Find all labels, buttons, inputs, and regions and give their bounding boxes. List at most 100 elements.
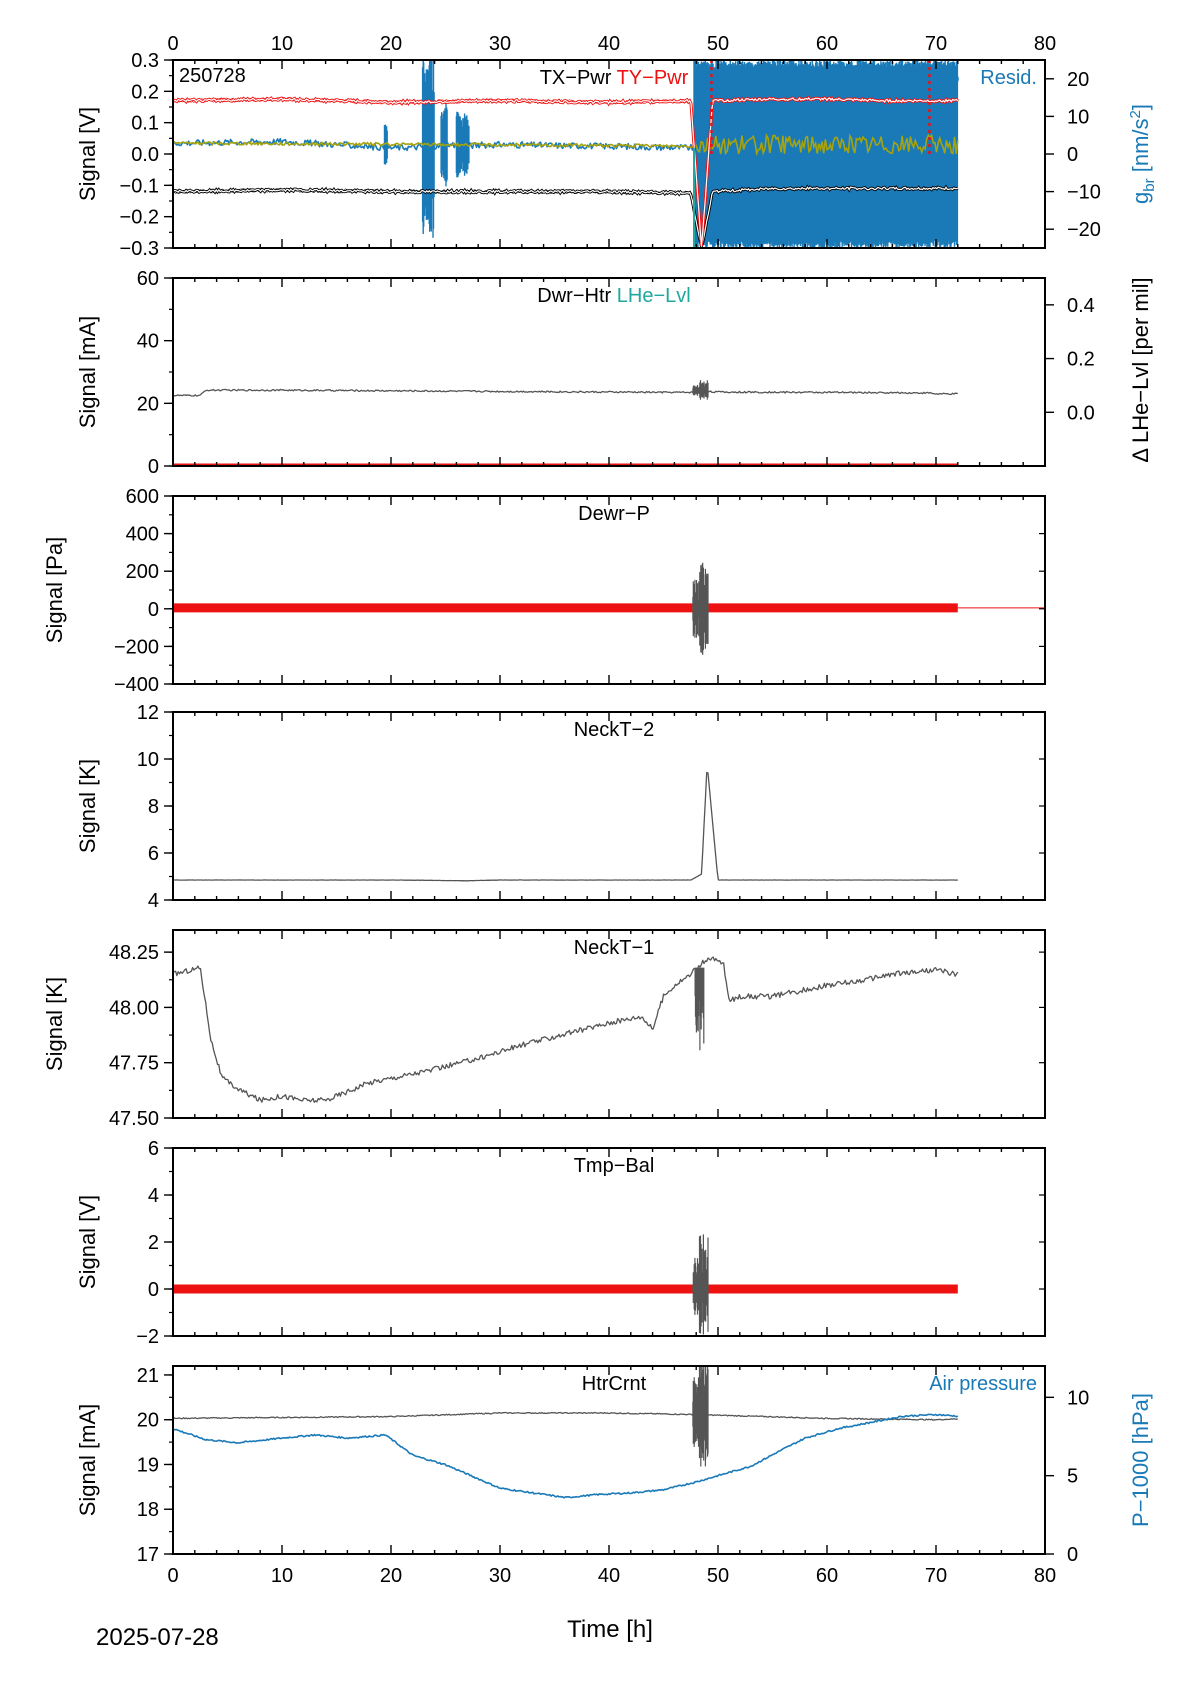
panel-legend: Air pressure xyxy=(929,1373,1037,1395)
y-axis-label: Signal [K] xyxy=(42,977,67,1071)
series-line-6-1 xyxy=(173,1413,959,1499)
x-axis-label: Time [h] xyxy=(567,1616,653,1643)
y-axis-label: Signal [K] xyxy=(75,759,100,853)
x-tick-label-top: 20 xyxy=(380,33,402,55)
y-tick-label: −0.3 xyxy=(120,238,159,260)
y2-tick-label: 0.2 xyxy=(1067,349,1095,371)
x-tick-label-top: 80 xyxy=(1034,33,1056,55)
panel-title: Dewr−P xyxy=(578,503,650,525)
x-tick-label-top: 70 xyxy=(925,33,947,55)
y2-tick-label: 10 xyxy=(1067,106,1089,128)
y-tick-label: 20 xyxy=(137,393,159,415)
y-tick-label: 17 xyxy=(137,1544,159,1566)
y-tick-label: 0 xyxy=(148,456,159,478)
panel-p7: 0 10 20 30 40 50 60 70 80 17 18 19 20 21 Signal [mA] 0 5… xyxy=(75,1365,1153,1587)
y2-tick-label: −20 xyxy=(1067,219,1101,241)
y-tick-label: 0.1 xyxy=(131,113,159,135)
x-tick-label-bottom: 70 xyxy=(925,1565,947,1587)
x-tick-label-top: 50 xyxy=(707,33,729,55)
y-tick-label: 21 xyxy=(137,1365,159,1387)
y2-axis-label: gbr [nm/s2] xyxy=(1127,104,1158,204)
y-tick-label: 47.50 xyxy=(109,1108,159,1130)
y2-tick-label: 0 xyxy=(1067,1544,1078,1566)
x-tick-label-top: 10 xyxy=(271,33,293,55)
legend-marker xyxy=(947,73,959,85)
panel-title: Dwr−Htr LHe−Lvl xyxy=(537,285,690,307)
y-tick-label: 600 xyxy=(126,486,159,508)
y-tick-label: 0.2 xyxy=(131,81,159,103)
y-tick-label: 60 xyxy=(137,268,159,290)
panels: 0 10 20 30 40 50 60 70 80−0.3−0.2−0.10.00.10.20.… xyxy=(42,33,1158,1587)
y-tick-label: −0.2 xyxy=(120,207,159,229)
y-tick-label: −0.1 xyxy=(120,175,159,197)
trace-front-center-1 xyxy=(173,96,959,246)
plot-area xyxy=(173,1366,959,1499)
y-tick-label: 0 xyxy=(148,1279,159,1301)
plot-area xyxy=(173,562,1045,655)
spike-burst xyxy=(694,967,705,1051)
x-tick-label-bottom: 20 xyxy=(380,1565,402,1587)
spike-burst xyxy=(692,562,709,655)
y-tick-label: 200 xyxy=(126,561,159,583)
panel-p5: 47.50 47.75 48.00 48.25 Signal [K] NeckT−1 xyxy=(42,929,1046,1130)
panel-corner-label: 250728 xyxy=(179,65,246,87)
x-tick-label-bottom: 0 xyxy=(167,1565,178,1587)
y-tick-label: 0.3 xyxy=(131,50,159,72)
y-tick-label: 20 xyxy=(137,1410,159,1432)
y2-tick-label: −10 xyxy=(1067,182,1101,204)
panel-p1: 0 10 20 30 40 50 60 70 80 −0.3 −0.2 −0.1 0.0 0.1 0.2 0.… xyxy=(75,33,1158,260)
x-tick-label-bottom: 50 xyxy=(707,1565,729,1587)
plot-area xyxy=(173,1234,961,1335)
spike-burst xyxy=(692,1366,709,1467)
y2-tick-label: 0 xyxy=(1067,144,1078,166)
plot-area xyxy=(173,60,959,248)
y-axis-label: Signal [Pa] xyxy=(42,537,67,643)
y-axis-label: Signal [mA] xyxy=(75,316,100,429)
y-tick-label: 0 xyxy=(148,599,159,621)
y2-axis-label: Δ LHe−Lvl [per mil] xyxy=(1128,277,1153,462)
y2-tick-label: 10 xyxy=(1067,1387,1089,1409)
panel-p4: 4 6 8 10 12 Signal [K] NeckT−2 xyxy=(75,702,1046,912)
y-tick-label: 8 xyxy=(148,796,159,818)
x-tick-label-top: 30 xyxy=(489,33,511,55)
y-tick-label: 4 xyxy=(148,890,159,912)
series-line-1-0 xyxy=(173,388,958,397)
y2-axis-label: P−1000 [hPa] xyxy=(1128,1393,1153,1527)
y-tick-label: 10 xyxy=(137,749,159,771)
panel-p2: 0 20 40 60 Signal [mA] 0.0 0.2 0.4 Δ LHe−Lvl [pe… xyxy=(75,268,1153,478)
y-tick-label: 2 xyxy=(148,1232,159,1254)
series-line-4-0 xyxy=(173,956,959,1103)
y-tick-label: −2 xyxy=(136,1326,159,1348)
x-tick-label-bottom: 30 xyxy=(489,1565,511,1587)
x-tick-label-bottom: 40 xyxy=(598,1565,620,1587)
x-tick-label-bottom: 80 xyxy=(1034,1565,1056,1587)
y-tick-label: 0.0 xyxy=(131,144,159,166)
series-line-6-0 xyxy=(173,1411,958,1421)
spike-burst xyxy=(692,380,709,400)
plot-area xyxy=(173,771,958,882)
plot-area xyxy=(173,956,959,1103)
y-tick-label: 400 xyxy=(126,524,159,546)
y-tick-label: −200 xyxy=(114,636,159,658)
date-label: 2025-07-28 xyxy=(96,1624,219,1651)
y2-tick-label: 0.0 xyxy=(1067,402,1095,424)
spike-burst xyxy=(692,1234,709,1335)
x-tick-label-top: 40 xyxy=(598,33,620,55)
panel-title: HtrCrnt xyxy=(582,1373,647,1395)
y-tick-label: 47.75 xyxy=(109,1053,159,1075)
trace-front-center-0 xyxy=(173,186,958,248)
y-tick-label: −400 xyxy=(114,674,159,696)
panel-title: TX−Pwr TY−Pwr xyxy=(540,67,689,89)
panel-p6: −2 0 2 4 6 Signal [V] Tmp−Bal xyxy=(75,1138,1046,1348)
y-tick-label: 6 xyxy=(148,843,159,865)
x-tick-label-top: 60 xyxy=(816,33,838,55)
y-tick-label: 12 xyxy=(137,702,159,724)
y-tick-label: 48.00 xyxy=(109,997,159,1019)
series-line-3-0 xyxy=(173,771,958,882)
y-axis-label: Signal [mA] xyxy=(75,1404,100,1517)
y-axis-label: Signal [V] xyxy=(75,107,100,201)
y-tick-label: 19 xyxy=(137,1454,159,1476)
y2-tick-label: 5 xyxy=(1067,1466,1078,1488)
y-tick-label: 18 xyxy=(137,1499,159,1521)
